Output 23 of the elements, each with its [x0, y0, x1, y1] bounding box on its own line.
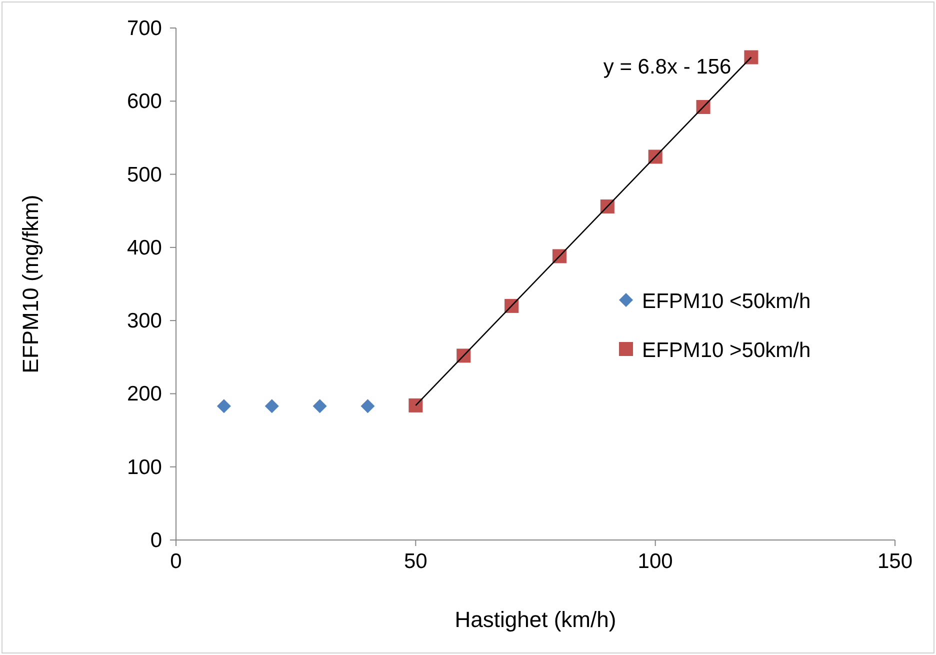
point — [216, 399, 231, 414]
point — [264, 399, 279, 414]
y-tick-label: 300 — [126, 310, 162, 333]
x-tick-label: 50 — [404, 550, 428, 573]
x-tick-label: 100 — [638, 550, 673, 573]
y-tick-label: 0 — [150, 529, 162, 552]
y-tick-label: 200 — [126, 382, 162, 406]
point — [360, 399, 375, 414]
y-tick-label: 600 — [126, 90, 162, 114]
x-tick-label: 0 — [170, 550, 182, 573]
y-tick-label: 100 — [126, 456, 162, 479]
y-tick-label: 400 — [126, 236, 162, 260]
y-axis-title: EFPM10 (mg/fkm) — [18, 194, 43, 374]
point — [312, 399, 327, 414]
point — [744, 50, 758, 64]
point — [408, 398, 423, 412]
y-tick-label: 500 — [126, 163, 162, 186]
legend-label: EFPM10 <50km/h — [642, 290, 811, 313]
x-axis-title: Hastighet (km/h) — [454, 607, 616, 632]
y-tick-label: 700 — [126, 17, 162, 40]
annotation: y = 6.8x - 156 — [603, 55, 732, 78]
legend-label: EFPM10 >50km/h — [642, 339, 811, 362]
x-tick-label: 150 — [877, 550, 913, 573]
